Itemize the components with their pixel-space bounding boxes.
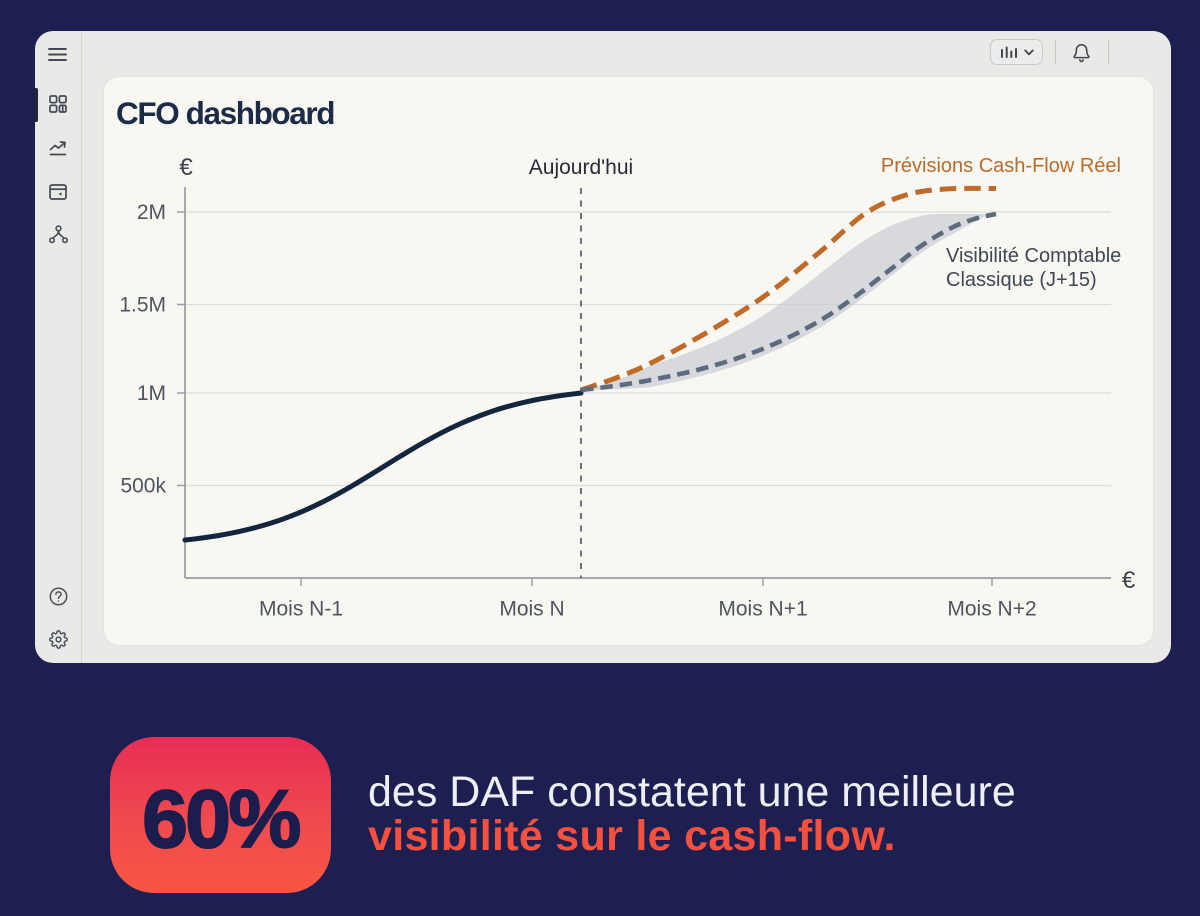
svg-text:Classique (J+15): Classique (J+15): [946, 269, 1097, 291]
svg-text:€: €: [179, 154, 193, 181]
svg-text:Prévisions Cash-Flow Réel: Prévisions Cash-Flow Réel: [881, 155, 1121, 177]
svg-text:500k: 500k: [120, 475, 166, 498]
svg-text:Mois N+2: Mois N+2: [947, 598, 1036, 621]
svg-text:Mois N: Mois N: [499, 598, 564, 621]
svg-text:Mois N+1: Mois N+1: [718, 598, 807, 621]
svg-text:Aujourd'hui: Aujourd'hui: [529, 156, 633, 179]
svg-text:Mois N-1: Mois N-1: [259, 598, 343, 621]
svg-text:1.5M: 1.5M: [119, 294, 166, 317]
svg-text:€: €: [1122, 567, 1136, 594]
svg-text:2M: 2M: [137, 201, 166, 224]
svg-text:Visibilité Comptable: Visibilité Comptable: [946, 245, 1121, 267]
svg-text:1M: 1M: [137, 382, 166, 405]
